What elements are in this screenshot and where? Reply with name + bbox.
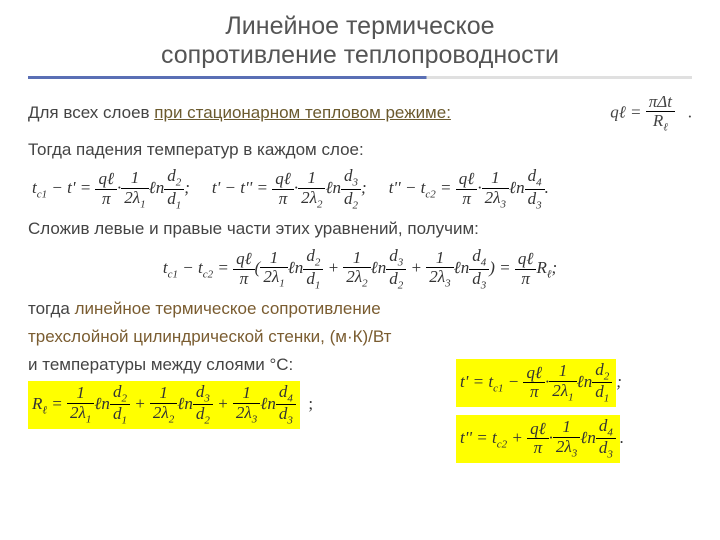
eq-sum: tc1 − tc2 = qℓπ(12λ1ℓnd2d1 + 12λ2ℓnd3d2 …: [28, 247, 692, 291]
title-line2: сопротивление теплопроводности: [161, 41, 559, 69]
eq-temp-drops: tc1 − t' = qℓπ·12λ1ℓnd2d1; t' − t'' = qℓ…: [32, 167, 692, 211]
eq-tprime-highlight: t' = tc1 − qℓπ·12λ1ℓnd2d1 ;: [456, 359, 692, 407]
para-1-dot: .: [688, 102, 692, 121]
eq-R-semi: ;: [308, 393, 313, 412]
eq-tdprime-dot: .: [620, 428, 624, 447]
eq-q-den: Rℓ: [646, 112, 675, 133]
slide-title: Линейное термическое сопротивление тепло…: [28, 12, 692, 70]
para-4: тогда линейное термическое сопротивление: [28, 297, 692, 321]
para-4-highlight: линейное термическое сопротивление: [75, 299, 381, 318]
para-5: трехслойной цилиндрической стенки, (м·К)…: [28, 325, 692, 349]
eq-q-lhs: qℓ: [610, 102, 626, 121]
eq-heat-flux: qℓ = πΔtRℓ .: [610, 93, 692, 134]
para-1: Для всех слоев при стационарном тепловом…: [28, 93, 692, 134]
eq-drop-2: t' − t'' = qℓπ·12λ2ℓnd3d2;: [212, 167, 367, 211]
eq-drop-3: t'' − tc2 = qℓπ·12λ3ℓnd4d3.: [389, 167, 549, 211]
eq-q-eq: =: [626, 102, 646, 121]
title-rule: [28, 76, 692, 79]
eq-drop-1: tc1 − t' = qℓπ·12λ1ℓnd2d1;: [32, 167, 190, 211]
eq-q-num: πΔt: [646, 93, 675, 113]
eq-tprime-semi: ;: [616, 372, 622, 391]
para-3: Сложив левые и правые части этих уравнен…: [28, 217, 692, 241]
para-1-highlight: при стационарном тепловом режиме:: [154, 103, 451, 122]
para-1-lead: Для всех слоев: [28, 103, 154, 122]
para-2: Тогда падения температур в каждом слое:: [28, 138, 692, 162]
eq-R-highlight: Rℓ = 12λ1ℓnd2d1 + 12λ2ℓnd3d2 + 12λ3ℓnd4d…: [28, 381, 438, 429]
para-6: и температуры между слоями °С:: [28, 353, 438, 377]
para-4a: тогда: [28, 299, 75, 318]
para-1-text: Для всех слоев при стационарном тепловом…: [28, 101, 451, 125]
eq-tdprime-highlight: t'' = tc2 + qℓπ·12λ3ℓnd4d3 .: [456, 415, 692, 463]
title-line1: Линейное термическое: [225, 12, 494, 40]
